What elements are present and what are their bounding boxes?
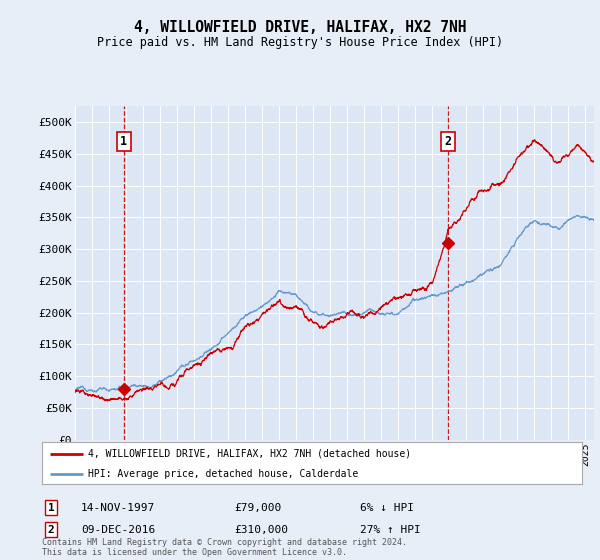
Text: 6% ↓ HPI: 6% ↓ HPI xyxy=(360,503,414,513)
Text: 1: 1 xyxy=(120,135,127,148)
Text: 14-NOV-1997: 14-NOV-1997 xyxy=(81,503,155,513)
Text: £79,000: £79,000 xyxy=(234,503,281,513)
Text: 09-DEC-2016: 09-DEC-2016 xyxy=(81,525,155,535)
Text: 4, WILLOWFIELD DRIVE, HALIFAX, HX2 7NH (detached house): 4, WILLOWFIELD DRIVE, HALIFAX, HX2 7NH (… xyxy=(88,449,411,459)
Text: 2: 2 xyxy=(445,135,452,148)
Text: 2: 2 xyxy=(47,525,55,535)
Text: £310,000: £310,000 xyxy=(234,525,288,535)
Text: HPI: Average price, detached house, Calderdale: HPI: Average price, detached house, Cald… xyxy=(88,469,358,479)
Text: Contains HM Land Registry data © Crown copyright and database right 2024.
This d: Contains HM Land Registry data © Crown c… xyxy=(42,538,407,557)
Text: 27% ↑ HPI: 27% ↑ HPI xyxy=(360,525,421,535)
Text: Price paid vs. HM Land Registry's House Price Index (HPI): Price paid vs. HM Land Registry's House … xyxy=(97,36,503,49)
Text: 4, WILLOWFIELD DRIVE, HALIFAX, HX2 7NH: 4, WILLOWFIELD DRIVE, HALIFAX, HX2 7NH xyxy=(134,20,466,35)
Text: 1: 1 xyxy=(47,503,55,513)
